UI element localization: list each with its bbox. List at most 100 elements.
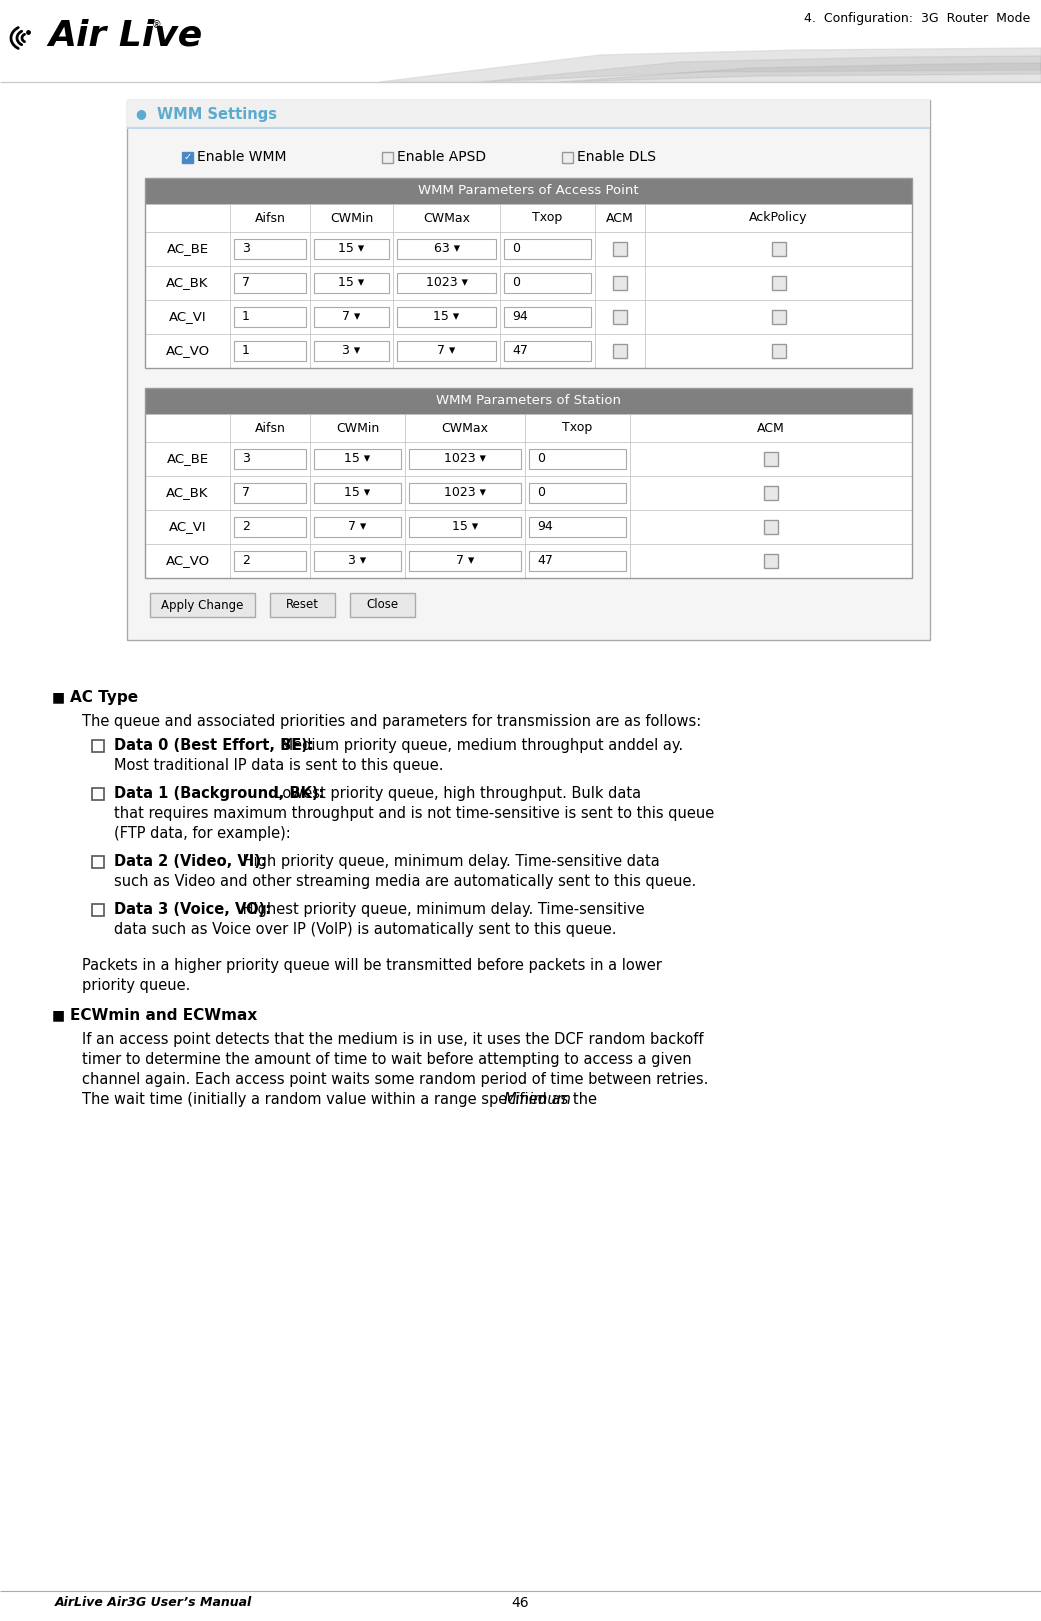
Text: AC Type: AC Type xyxy=(70,691,138,705)
Bar xyxy=(764,520,778,533)
Text: 15 ▾: 15 ▾ xyxy=(433,311,459,324)
Text: Data 3 (Voice, VO):: Data 3 (Voice, VO): xyxy=(115,901,271,917)
Text: AC_BE: AC_BE xyxy=(167,243,208,256)
Text: 15 ▾: 15 ▾ xyxy=(338,277,364,290)
Text: Most traditional IP data is sent to this queue.: Most traditional IP data is sent to this… xyxy=(115,759,443,773)
Bar xyxy=(613,344,627,358)
Text: 1: 1 xyxy=(242,345,250,358)
Text: CWMin: CWMin xyxy=(336,421,379,434)
Bar xyxy=(771,310,786,324)
Bar xyxy=(145,387,912,413)
Bar xyxy=(145,178,912,204)
Text: ECWmin and ECWmax: ECWmin and ECWmax xyxy=(70,1008,257,1023)
Text: 3: 3 xyxy=(242,243,250,256)
Text: (FTP data, for example):: (FTP data, for example): xyxy=(115,827,290,841)
Text: Data 0 (Best Effort, BE):: Data 0 (Best Effort, BE): xyxy=(115,738,313,754)
Bar xyxy=(397,238,496,259)
Bar xyxy=(314,517,401,537)
Bar xyxy=(145,387,912,579)
Text: 94: 94 xyxy=(512,311,528,324)
Bar xyxy=(182,151,193,162)
Bar xyxy=(234,238,306,259)
Bar xyxy=(529,551,626,571)
Text: AC_VI: AC_VI xyxy=(169,311,206,324)
Text: Air Live: Air Live xyxy=(48,18,202,52)
Bar xyxy=(92,788,104,801)
Text: Packets in a higher priority queue will be transmitted before packets in a lower: Packets in a higher priority queue will … xyxy=(82,958,662,973)
Bar xyxy=(234,483,306,503)
Text: channel again. Each access point waits some random period of time between retrie: channel again. Each access point waits s… xyxy=(82,1071,708,1088)
Text: AckPolicy: AckPolicy xyxy=(750,211,808,224)
Text: If an access point detects that the medium is in use, it uses the DCF random bac: If an access point detects that the medi… xyxy=(82,1033,704,1047)
Text: AC_VO: AC_VO xyxy=(166,345,209,358)
Text: Enable WMM: Enable WMM xyxy=(197,151,286,164)
Polygon shape xyxy=(560,63,1041,83)
Text: 3: 3 xyxy=(242,452,250,465)
Bar xyxy=(529,449,626,468)
Text: ACM: ACM xyxy=(606,211,634,224)
Text: 15 ▾: 15 ▾ xyxy=(345,486,371,499)
Text: 94: 94 xyxy=(537,520,553,533)
Bar xyxy=(382,151,393,162)
Text: AC_BK: AC_BK xyxy=(167,277,209,290)
Bar xyxy=(234,551,306,571)
Text: WMM Parameters of Station: WMM Parameters of Station xyxy=(436,394,621,407)
Bar xyxy=(504,340,591,361)
Text: Medium priority queue, medium throughput anddel ay.: Medium priority queue, medium throughput… xyxy=(277,738,684,754)
Text: 7 ▾: 7 ▾ xyxy=(456,554,474,567)
Bar xyxy=(409,517,520,537)
Text: 0: 0 xyxy=(537,452,545,465)
Text: Enable DLS: Enable DLS xyxy=(577,151,656,164)
Text: 3 ▾: 3 ▾ xyxy=(349,554,366,567)
Bar xyxy=(270,593,335,618)
Text: 3 ▾: 3 ▾ xyxy=(342,345,360,358)
Bar xyxy=(145,477,912,511)
Bar xyxy=(771,344,786,358)
Text: Enable APSD: Enable APSD xyxy=(397,151,486,164)
Bar xyxy=(771,276,786,290)
Text: Reset: Reset xyxy=(286,598,319,611)
Polygon shape xyxy=(380,49,1041,83)
Bar xyxy=(764,452,778,465)
Text: 7 ▾: 7 ▾ xyxy=(437,345,456,358)
Bar xyxy=(314,551,401,571)
Text: CWMin: CWMin xyxy=(330,211,373,224)
Text: priority queue.: priority queue. xyxy=(82,977,191,994)
Bar xyxy=(234,272,306,293)
Text: 1: 1 xyxy=(242,311,250,324)
Text: Data 1 (Background, BK):: Data 1 (Background, BK): xyxy=(115,786,325,801)
Text: AC_BE: AC_BE xyxy=(167,452,208,465)
Text: 0: 0 xyxy=(512,277,520,290)
Text: The queue and associated priorities and parameters for transmission are as follo: The queue and associated priorities and … xyxy=(82,713,702,729)
Bar xyxy=(397,340,496,361)
Bar xyxy=(314,238,389,259)
Text: Close: Close xyxy=(366,598,399,611)
Text: AirLive Air3G User’s Manual: AirLive Air3G User’s Manual xyxy=(55,1597,252,1610)
Bar xyxy=(613,242,627,256)
Text: The wait time (initially a random value within a range specified as the: The wait time (initially a random value … xyxy=(82,1093,602,1107)
Text: 1023 ▾: 1023 ▾ xyxy=(445,452,486,465)
Bar xyxy=(92,856,104,867)
Bar xyxy=(145,300,912,334)
Text: 7 ▾: 7 ▾ xyxy=(349,520,366,533)
Bar xyxy=(504,306,591,327)
Text: 47: 47 xyxy=(537,554,553,567)
Bar xyxy=(145,204,912,232)
Bar xyxy=(397,272,496,293)
Text: 7 ▾: 7 ▾ xyxy=(342,311,360,324)
Bar xyxy=(409,449,520,468)
Bar xyxy=(613,310,627,324)
Text: ■: ■ xyxy=(52,691,66,704)
Bar xyxy=(92,905,104,916)
Bar xyxy=(127,101,930,640)
Text: 2: 2 xyxy=(242,554,250,567)
Text: WMM Settings: WMM Settings xyxy=(157,107,277,122)
Text: 63 ▾: 63 ▾ xyxy=(433,243,459,256)
Bar xyxy=(234,517,306,537)
Text: ●: ● xyxy=(135,107,147,120)
Text: 1023 ▾: 1023 ▾ xyxy=(445,486,486,499)
Text: that requires maximum throughput and is not time-sensitive is sent to this queue: that requires maximum throughput and is … xyxy=(115,806,714,820)
Bar xyxy=(529,483,626,503)
Text: 15 ▾: 15 ▾ xyxy=(338,243,364,256)
Text: timer to determine the amount of time to wait before attempting to access a give: timer to determine the amount of time to… xyxy=(82,1052,691,1067)
